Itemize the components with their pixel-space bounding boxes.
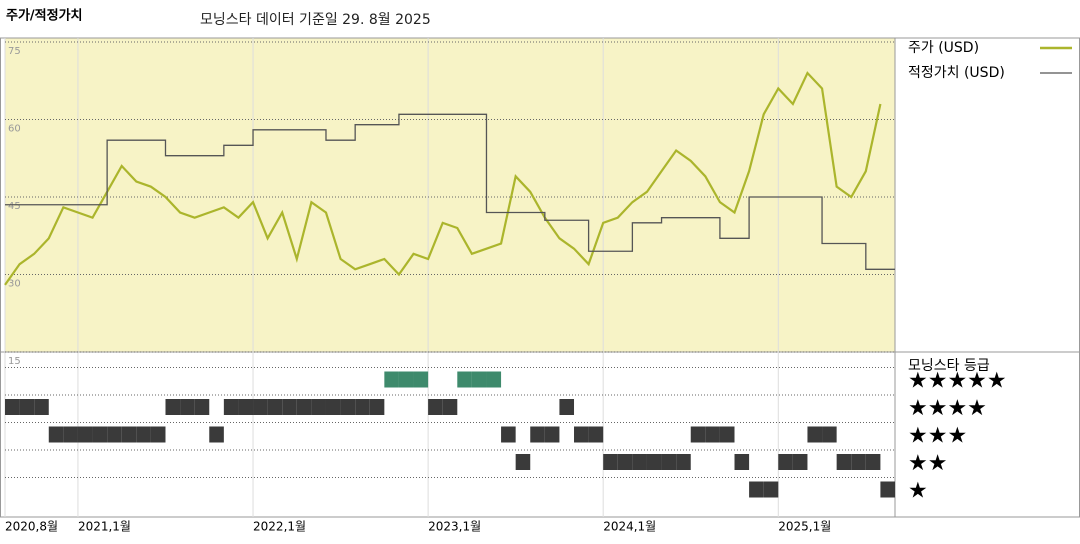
legend-label: 적정가치 (USD) [908, 65, 1005, 81]
y-tick-label: ★★★★ [908, 396, 987, 421]
rating-bar [92, 426, 108, 443]
rating-bar [734, 454, 750, 470]
rating-bar [865, 454, 881, 470]
rating-bar [238, 399, 254, 415]
rating-bar [588, 426, 604, 443]
rating-bar [107, 426, 122, 443]
rating-bar [48, 426, 64, 443]
rating-bar [792, 454, 808, 470]
x-tick-label: 2025,1월 [778, 520, 831, 534]
rating-bar [209, 426, 224, 443]
rating-bar [559, 399, 575, 415]
rating-bar [603, 454, 618, 470]
rating-bar [369, 399, 385, 415]
y-tick-label: 45 [8, 201, 21, 212]
y-tick-label: 30 [8, 279, 21, 290]
rating-bar [413, 371, 429, 388]
x-tick-label: 2021,1월 [78, 520, 131, 534]
series-line [5, 113, 895, 270]
rating-bar [136, 426, 151, 443]
rating-bar [180, 399, 195, 415]
chart-subtitle: 모닝스타 데이터 기준일 29. 8월 2025 [200, 12, 431, 28]
rating-bar [544, 426, 560, 443]
plot-background [5, 38, 895, 352]
rating-bar [325, 399, 341, 415]
x-tick-label: 2022,1월 [253, 520, 306, 534]
rating-bar [807, 426, 823, 443]
chart-title: 주가/적정가치 [6, 8, 83, 24]
rating-bar [384, 371, 399, 388]
rating-bar [632, 454, 647, 470]
rating-bar [311, 399, 326, 415]
rating-bar [121, 426, 137, 443]
rating-title: 모닝스타 등급 [908, 358, 990, 374]
rating-bar [282, 399, 297, 415]
rating-bar [690, 426, 706, 443]
rating-bar [19, 399, 35, 415]
rating-bar [719, 426, 735, 443]
rating-bar [165, 399, 181, 415]
rating-bar [223, 399, 239, 415]
rating-bar [778, 454, 793, 470]
rating-bar [661, 454, 677, 470]
rating-bar [398, 371, 414, 388]
rating-bar [428, 399, 443, 415]
rating-bar [749, 481, 764, 498]
rating-bar [574, 426, 589, 443]
y-tick-label: 75 [8, 46, 21, 57]
rating-bar [763, 481, 779, 498]
rating-bar [705, 426, 720, 443]
rating-bar [530, 426, 545, 443]
rating-bar [267, 399, 283, 415]
y-tick-label: ★ [908, 479, 928, 504]
rating-bar [253, 399, 268, 415]
y-tick-label: 60 [8, 124, 21, 135]
rating-bar [486, 371, 502, 388]
rating-bar [515, 454, 531, 470]
rating-bar [194, 399, 210, 415]
legend-label: 주가 (USD) [908, 40, 979, 56]
rating-bar [851, 454, 866, 470]
rating-bar [5, 399, 20, 415]
y-tick-label: ★★★ [908, 424, 967, 449]
y-tick-label: 15 [8, 356, 21, 367]
rating-bar [63, 426, 78, 443]
rating-bar [617, 454, 633, 470]
rating-bar [822, 426, 837, 443]
rating-bar [296, 399, 312, 415]
rating-bar [442, 399, 458, 415]
x-tick-label: 2024,1월 [603, 520, 656, 534]
x-tick-label: 2023,1월 [428, 520, 481, 534]
rating-bar [340, 399, 356, 415]
series-line [4, 71, 882, 286]
y-tick-label: ★★★★★ [908, 369, 1007, 394]
rating-bar [471, 371, 487, 388]
rating-bar [836, 454, 852, 470]
rating-bar [355, 399, 370, 415]
rating-bar [34, 399, 49, 415]
rating-bar [880, 481, 895, 498]
rating-bar [501, 426, 516, 443]
y-tick-label: ★★ [908, 451, 947, 476]
rating-bar [457, 371, 472, 388]
rating-bar [646, 454, 662, 470]
x-tick-label: 2020,8월 [5, 520, 58, 534]
rating-bar [676, 454, 691, 470]
rating-bar [77, 426, 93, 443]
rating-bar [150, 426, 166, 443]
